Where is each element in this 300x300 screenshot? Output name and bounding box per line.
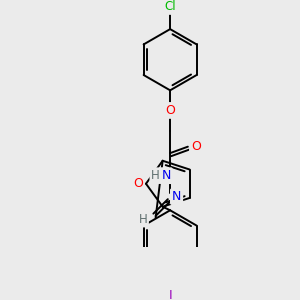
Text: O: O	[165, 104, 175, 117]
Text: H: H	[138, 213, 147, 226]
Text: I: I	[168, 289, 172, 300]
Text: H: H	[151, 169, 160, 182]
Text: N: N	[161, 169, 171, 182]
Text: N: N	[172, 190, 181, 203]
Text: Cl: Cl	[164, 0, 176, 13]
Text: O: O	[191, 140, 201, 153]
Text: O: O	[133, 177, 143, 190]
